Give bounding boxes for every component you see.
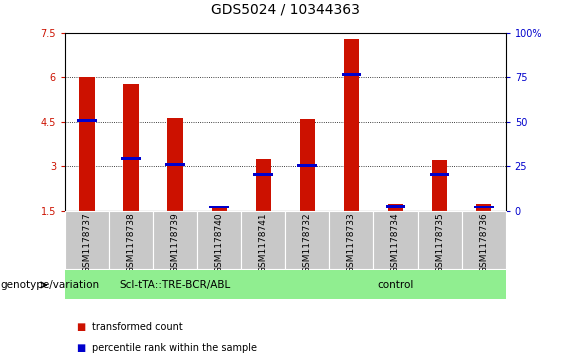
Bar bbox=[344, 38, 359, 211]
Text: GDS5024 / 10344363: GDS5024 / 10344363 bbox=[211, 2, 360, 16]
Bar bbox=[65, 211, 109, 269]
Text: genotype/variation: genotype/variation bbox=[0, 280, 99, 290]
Bar bbox=[65, 270, 285, 299]
Text: ■: ■ bbox=[76, 322, 85, 332]
Bar bbox=[241, 211, 285, 269]
Bar bbox=[388, 204, 403, 211]
Bar bbox=[79, 77, 95, 211]
Bar bbox=[209, 205, 229, 208]
Bar bbox=[167, 118, 183, 211]
Text: GSM1178734: GSM1178734 bbox=[391, 212, 400, 273]
Text: GSM1178732: GSM1178732 bbox=[303, 212, 312, 273]
Bar bbox=[432, 160, 447, 211]
Bar bbox=[77, 119, 97, 122]
Text: GSM1178740: GSM1178740 bbox=[215, 212, 224, 273]
Text: GSM1178735: GSM1178735 bbox=[435, 212, 444, 273]
Bar bbox=[253, 174, 273, 176]
Bar bbox=[285, 270, 506, 299]
Text: GSM1178739: GSM1178739 bbox=[171, 212, 180, 273]
Bar bbox=[429, 174, 450, 176]
Bar bbox=[197, 211, 241, 269]
Bar bbox=[418, 211, 462, 269]
Text: GSM1178737: GSM1178737 bbox=[82, 212, 92, 273]
Bar bbox=[373, 211, 418, 269]
Bar bbox=[121, 157, 141, 160]
Bar bbox=[255, 159, 271, 211]
Bar bbox=[299, 119, 315, 211]
Bar bbox=[297, 164, 318, 167]
Bar bbox=[123, 83, 139, 211]
Text: ScI-tTA::TRE-BCR/ABL: ScI-tTA::TRE-BCR/ABL bbox=[120, 280, 231, 290]
Text: GSM1178733: GSM1178733 bbox=[347, 212, 356, 273]
Bar bbox=[211, 206, 227, 211]
Bar bbox=[476, 204, 492, 211]
Text: percentile rank within the sample: percentile rank within the sample bbox=[92, 343, 257, 354]
Bar bbox=[109, 211, 153, 269]
Bar bbox=[385, 205, 406, 208]
Text: GSM1178738: GSM1178738 bbox=[127, 212, 136, 273]
Bar bbox=[153, 211, 197, 269]
Bar bbox=[341, 73, 362, 76]
Bar bbox=[473, 205, 494, 208]
Bar bbox=[462, 211, 506, 269]
Text: GSM1178741: GSM1178741 bbox=[259, 212, 268, 273]
Text: transformed count: transformed count bbox=[92, 322, 183, 332]
Text: control: control bbox=[377, 280, 414, 290]
Bar bbox=[285, 211, 329, 269]
Text: GSM1178736: GSM1178736 bbox=[479, 212, 488, 273]
Bar bbox=[165, 163, 185, 166]
Text: ■: ■ bbox=[76, 343, 85, 354]
Bar bbox=[329, 211, 373, 269]
